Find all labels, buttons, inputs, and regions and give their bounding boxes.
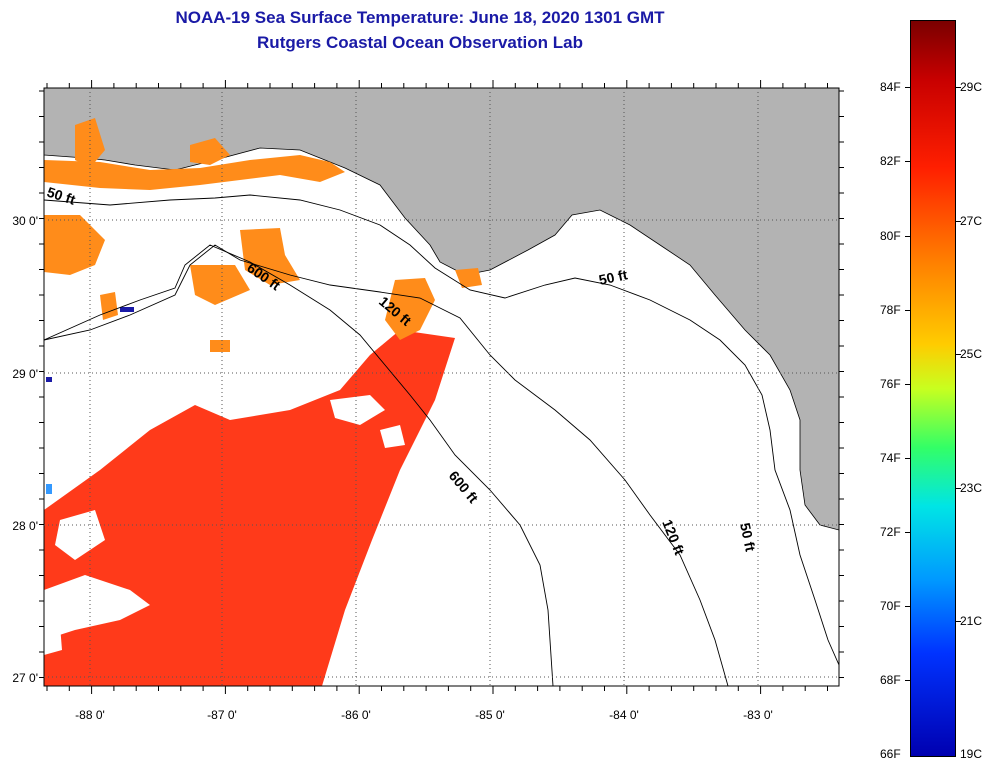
colorbar-f-label: 68F: [880, 673, 901, 687]
lon-label: -86 0': [341, 708, 371, 722]
colorbar-c-label: 27C: [960, 214, 983, 228]
colorbar-c-label: 23C: [960, 481, 983, 495]
colorbar-c-label: 21C: [960, 614, 983, 628]
colorbar-f-label: 84F: [880, 80, 901, 94]
colorbar-tick: [905, 680, 910, 681]
colorbar-f-label: 74F: [880, 451, 901, 465]
colorbar-tick: [905, 384, 910, 385]
sst-shelf-bands: [44, 118, 482, 352]
lat-label: 29 0': [12, 367, 38, 381]
colorbar-tick: [905, 310, 910, 311]
cool-pixel: [46, 377, 52, 382]
cool-pixel: [46, 484, 52, 494]
contour-50ft: [44, 194, 839, 666]
colorbar-f-label: 78F: [880, 303, 901, 317]
lon-label: -85 0': [475, 708, 505, 722]
lon-label: -83 0': [743, 708, 773, 722]
cloud-gaps: [44, 395, 405, 655]
lon-label: -87 0': [207, 708, 237, 722]
colorbar-f-label: 72F: [880, 525, 901, 539]
colorbar-f-label: 76F: [880, 377, 901, 391]
colorbar-f-label: 70F: [880, 599, 901, 613]
cool-pixel: [120, 307, 134, 312]
contour-120ft: [44, 244, 729, 686]
map-frame: [43, 87, 840, 687]
land-mass: [44, 88, 839, 531]
colorbar-tick: [956, 621, 961, 622]
colorbar-tick: [956, 221, 961, 222]
graticule: [44, 88, 839, 686]
colorbar-f-label: 66F: [880, 747, 901, 761]
colorbar-f-label: 82F: [880, 154, 901, 168]
lon-label: -84 0': [609, 708, 639, 722]
colorbar-tick: [905, 532, 910, 533]
contour-label-50ft-south: 50 ft: [737, 521, 759, 553]
colorbar-tick: [905, 236, 910, 237]
colorbar-tick: [905, 161, 910, 162]
colorbar-c-label: 25C: [960, 347, 983, 361]
colorbar-c-label: 29C: [960, 80, 983, 94]
contour-label-50ft-east: 50 ft: [597, 266, 629, 288]
colorbar-f-label: 80F: [880, 229, 901, 243]
colorbar-tick: [905, 458, 910, 459]
lat-label: 27 0': [12, 671, 38, 685]
colorbar-tick: [956, 87, 961, 88]
lat-label: 28 0': [12, 519, 38, 533]
colorbar-tick: [905, 606, 910, 607]
colorbar-c-label: 19C: [960, 747, 983, 761]
temperature-colorbar: [910, 20, 956, 757]
colorbar-tick: [956, 488, 961, 489]
colorbar-tick: [956, 354, 961, 355]
axis-ticks: [39, 80, 844, 694]
lat-label: 30 0': [12, 214, 38, 228]
colorbar-tick: [905, 87, 910, 88]
title-line-2: Rutgers Coastal Ocean Observation Lab: [257, 33, 583, 52]
title-line-1: NOAA-19 Sea Surface Temperature: June 18…: [175, 8, 665, 27]
lon-label: -88 0': [75, 708, 105, 722]
